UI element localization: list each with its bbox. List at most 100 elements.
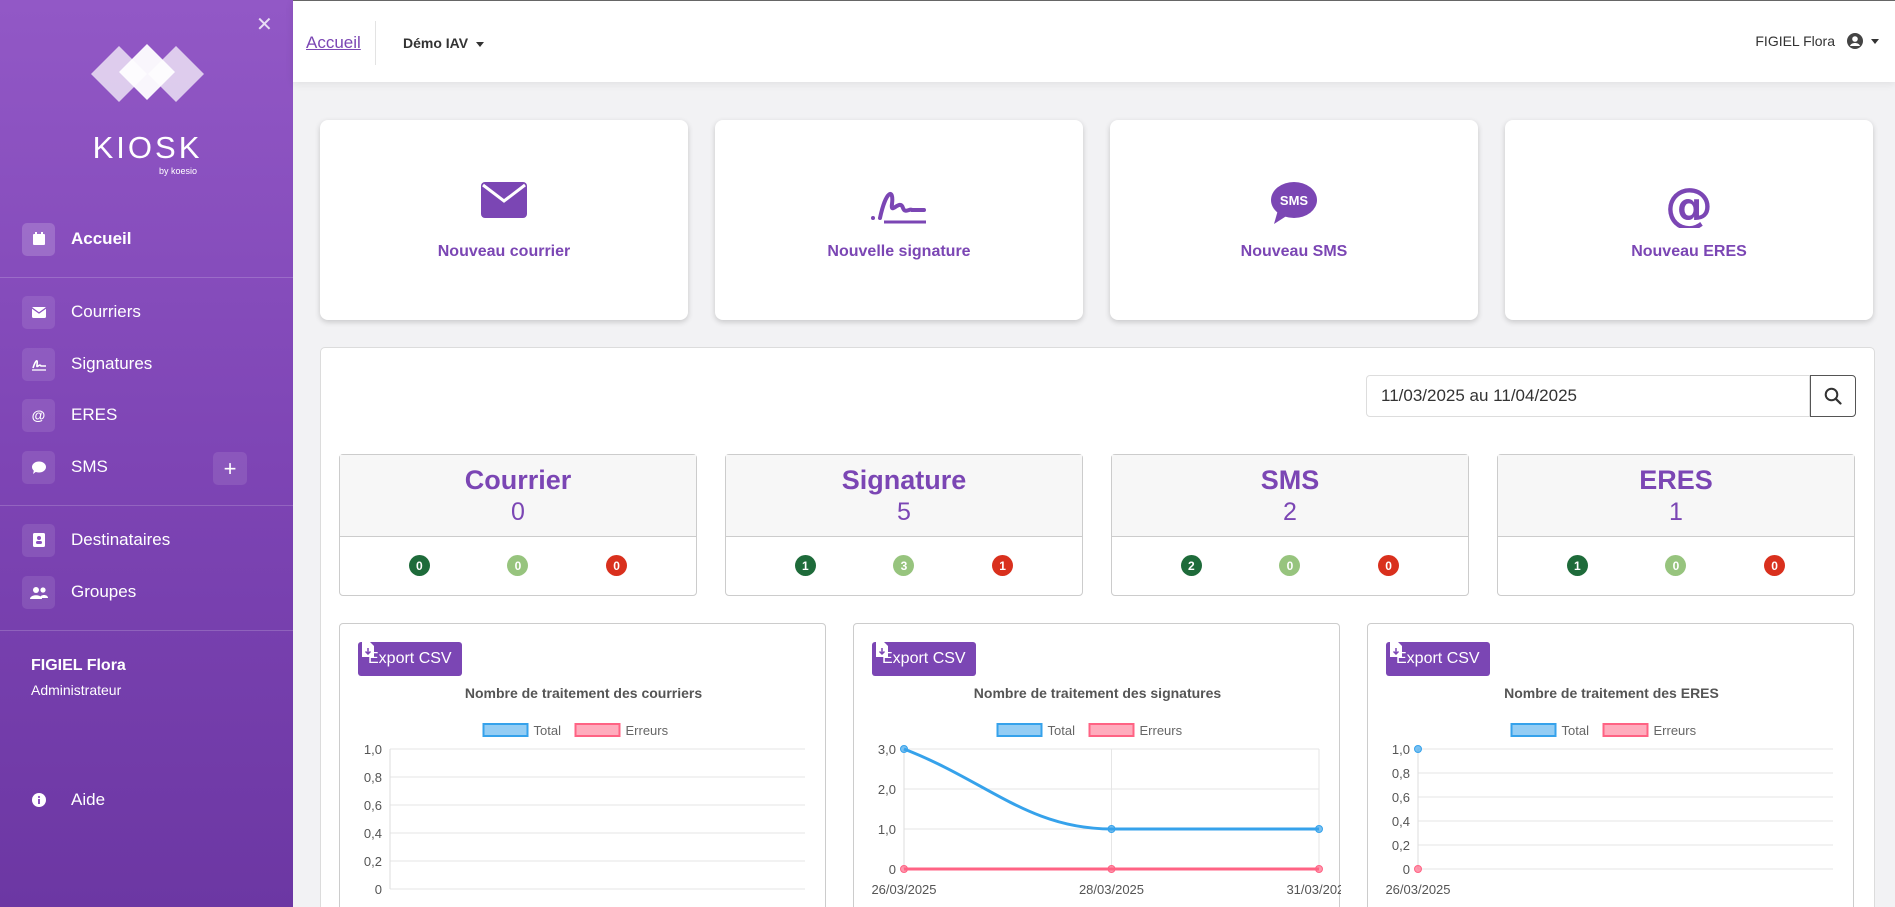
data-point-total: [900, 745, 908, 753]
contacts-icon: [22, 523, 55, 557]
export-csv-label: Export CSV: [882, 650, 966, 667]
stat-value: 1: [1669, 498, 1683, 526]
legend-swatch-erreurs: [574, 723, 621, 737]
data-point-total: [1414, 745, 1422, 753]
chart-courriers: Nombre de traitement des courriers Total E…: [364, 685, 805, 897]
legend-label-erreurs: Erreurs: [1140, 723, 1183, 738]
new-eres-card[interactable]: @: [1505, 120, 1873, 320]
badge-error: 1: [992, 555, 1014, 576]
sidebar-item-aide[interactable]: Aide: [22, 783, 252, 817]
legend-label-total: Total: [534, 723, 562, 738]
data-point-total: [1107, 825, 1116, 833]
stat-title: ERES: [1639, 465, 1713, 495]
chart-title: Nombre de traitement des signatures: [974, 685, 1222, 701]
file-download-icon: [876, 642, 888, 657]
sidebar-divider: [0, 277, 293, 278]
data-point-erreurs: [900, 865, 908, 873]
new-sms-label: Nouveau SMS: [1240, 243, 1348, 260]
chart-signatures: Nombre de traitement des signatures Total…: [871, 685, 1341, 897]
badge-pending: 3: [893, 555, 915, 576]
chart-eres: Nombre de traitement des ERES Total Erreur…: [1385, 685, 1833, 897]
sidebar-item-label: Destinataires: [71, 530, 171, 549]
at-icon: @: [22, 398, 55, 432]
data-point-erreurs: [1315, 865, 1323, 873]
chart-card-eres: Nombre de traitement des ERES Total Erreur…: [1367, 623, 1854, 907]
badge-pending: 0: [1279, 555, 1301, 576]
user-circle-icon: [1847, 33, 1863, 49]
sidebar-item-eres[interactable]: @ ERES: [22, 398, 252, 432]
stat-card-eres: ERES 1 1 0 0: [1497, 454, 1855, 596]
sms-icon: SMS: [1110, 182, 1478, 230]
data-point-total: [1315, 825, 1323, 833]
y-tick-label: 3,0: [878, 742, 896, 757]
sidebar-item-signatures[interactable]: Signatures: [22, 347, 252, 381]
stat-value: 0: [511, 498, 525, 526]
stat-value: 5: [897, 498, 911, 526]
export-csv-button[interactable]: Export CSV: [1386, 642, 1490, 676]
user-menu-dropdown[interactable]: FIGIEL Flora: [1755, 33, 1879, 49]
stat-card-signature: Signature 5 1 3 1: [725, 454, 1083, 596]
legend-label-total: Total: [1562, 723, 1590, 738]
logo-subtext: by koesio: [158, 166, 197, 176]
sidebar-item-label: Accueil: [71, 229, 132, 248]
dashboard-panel: Courrier 0 0 0 0 Signature 5 1 3 1 SMS 2 2 …: [320, 347, 1875, 907]
y-tick-label: 0,4: [364, 826, 382, 841]
close-sidebar-icon[interactable]: ✕: [256, 14, 273, 36]
x-tick-label: 28/03/2025: [1079, 882, 1144, 897]
badge-success: 1: [794, 555, 816, 576]
sidebar-item-groupes[interactable]: Groupes: [22, 575, 252, 609]
legend-label-erreurs: Erreurs: [626, 723, 669, 738]
user-menu-label: FIGIEL Flora: [1755, 33, 1835, 49]
caret-down-icon: [1871, 38, 1879, 44]
caret-down-icon: [476, 41, 485, 47]
y-tick-label: 0,6: [364, 798, 382, 813]
sidebar-item-courriers[interactable]: Courriers: [22, 295, 252, 329]
sidebar-item-accueil[interactable]: Accueil: [22, 222, 252, 256]
sidebar-user-role: Administrateur: [31, 682, 122, 698]
add-sms-button[interactable]: +: [213, 452, 247, 485]
sidebar-divider: [0, 505, 293, 506]
chart-title: Nombre de traitement des courriers: [465, 685, 703, 701]
stat-title: Signature: [841, 465, 967, 495]
legend-label-total: Total: [1048, 723, 1076, 738]
stat-value: 2: [1283, 498, 1297, 526]
stat-card-sms: SMS 2 2 0 0: [1111, 454, 1469, 596]
y-tick-label: 0: [1403, 862, 1410, 877]
new-eres-label: Nouveau ERES: [1631, 243, 1747, 260]
export-csv-button[interactable]: Export CSV: [358, 642, 462, 676]
new-sms-card[interactable]: SMS: [1110, 120, 1478, 320]
sidebar-divider: [0, 630, 293, 631]
breadcrumb-accueil[interactable]: Accueil: [306, 33, 361, 52]
data-point-erreurs: [1107, 865, 1116, 873]
export-csv-button[interactable]: Export CSV: [872, 642, 976, 676]
y-tick-label: 0,2: [1392, 838, 1410, 853]
stat-title: SMS: [1260, 465, 1320, 495]
data-point-erreurs: [1414, 865, 1422, 873]
sidebar-item-label: SMS: [71, 457, 108, 476]
legend-swatch-total: [482, 723, 529, 737]
new-courrier-card[interactable]: [320, 120, 688, 320]
badge-success: 1: [1566, 555, 1588, 576]
organization-dropdown[interactable]: Démo IAV: [403, 35, 485, 51]
badge-error: 0: [1378, 555, 1400, 576]
y-tick-label: 1,0: [878, 822, 896, 837]
date-range-input[interactable]: [1366, 375, 1810, 417]
legend-swatch-erreurs: [1088, 723, 1135, 737]
badge-success: 0: [408, 555, 430, 576]
sidebar: ✕ KIOSK by koesio Accueil Courriers Sign…: [0, 0, 293, 907]
new-signature-card[interactable]: [715, 120, 1083, 320]
search-button[interactable]: [1810, 375, 1856, 417]
y-tick-label: 0: [889, 862, 896, 877]
y-tick-label: 0,2: [364, 854, 382, 869]
sidebar-item-sms[interactable]: SMS: [22, 450, 252, 484]
chart-card-signatures: Nombre de traitement des signatures Total…: [853, 623, 1341, 907]
sidebar-item-destinataires[interactable]: Destinataires: [22, 523, 252, 557]
y-tick-label: 0,6: [1392, 790, 1410, 805]
x-tick-label: 31/03/2025: [1286, 882, 1341, 897]
signature-icon: [22, 347, 55, 381]
topbar-divider: [375, 21, 376, 65]
y-tick-label: 0,8: [364, 770, 382, 785]
file-download-icon: [1390, 642, 1402, 657]
sms-icon: [22, 450, 55, 484]
kiosk-logo: KIOSK by koesio: [90, 42, 205, 182]
